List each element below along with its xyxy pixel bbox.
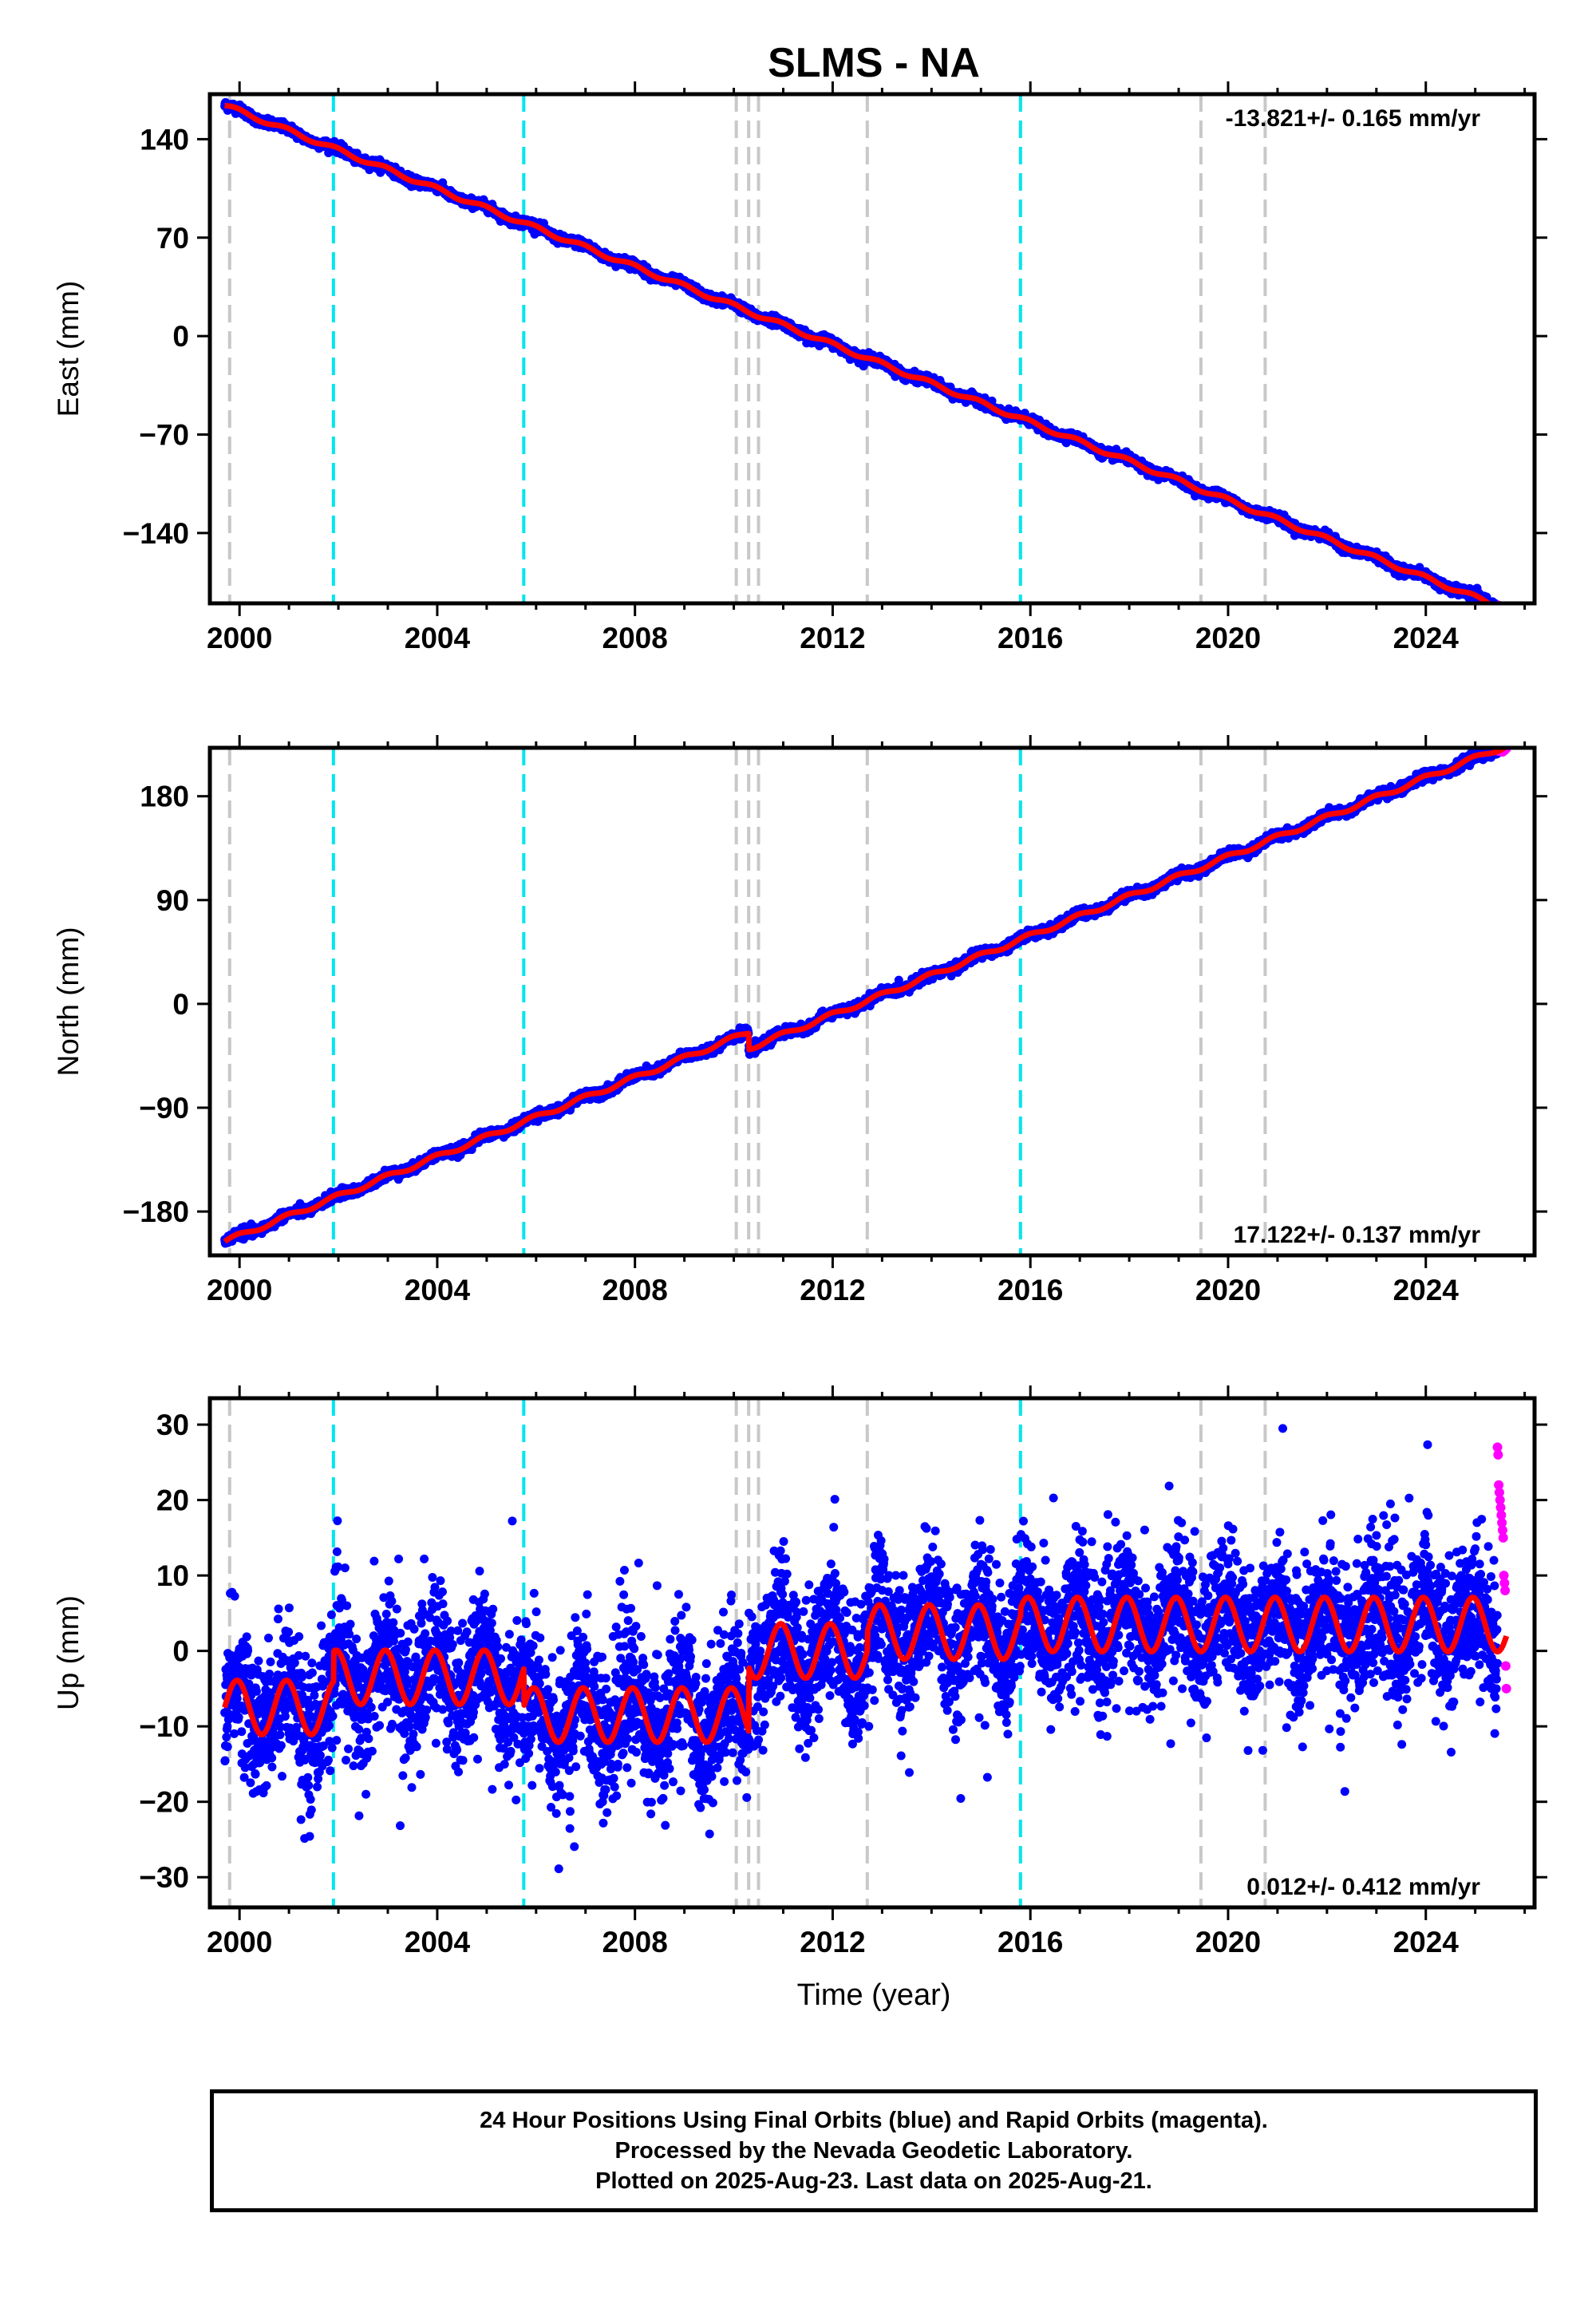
y-tick-label: 140 [140,123,189,156]
rapid-data-point [1499,605,1509,615]
data-point [1491,606,1500,615]
y-tick-label: −140 [123,517,189,550]
figure-title: SLMS - NA [768,40,980,86]
x-tick-label: 2016 [998,622,1063,654]
east-model-fit-line [222,102,1495,603]
east-plot-area [220,94,1511,615]
data-point [1491,607,1500,615]
north-panel: 2000 2004 2008 2012 2016 2020 2024180900−90−18… [52,735,1547,1306]
rapid-data-point [1501,606,1511,615]
east-rate-label: -13.821+/- 0.165 mm/yr [1226,105,1481,132]
x-tick-label: 2004 [405,622,471,654]
x-tick-label: 2024 [1393,622,1460,654]
x-tick-label: 2000 [207,622,272,654]
rapid-data-point [1499,605,1508,615]
north-final-orbit-points [220,748,1502,1248]
rapid-data-point [1497,606,1507,615]
rapid-data-point [1502,604,1511,614]
rapid-data-point [1496,606,1506,615]
x-tick-label: 2012 [800,622,865,654]
x-tick-label: 2020 [1195,622,1261,654]
east-panel: 2000 2004 2008 2012 2016 2020 2024 140 70 0 −70 −14… [52,81,1547,654]
rapid-data-point [1495,604,1504,614]
north-plot-area [220,748,1511,1255]
y-tick-label: 70 [156,222,189,255]
y-tick-label: 0 [172,320,189,353]
rapid-data-point [1500,604,1510,614]
x-tick-label: 2008 [602,622,668,654]
east-y-axis-label: East (mm) [52,281,85,417]
y-tick-label: −70 [139,419,189,452]
data-point [1487,605,1496,614]
rapid-data-point [1498,606,1507,615]
rapid-data-point [1496,605,1506,615]
chart-panels: 2000 2004 2008 2012 2016 2020 2024 140 70 0 −70 −14… [52,81,1547,1958]
rapid-data-point [1499,606,1509,615]
